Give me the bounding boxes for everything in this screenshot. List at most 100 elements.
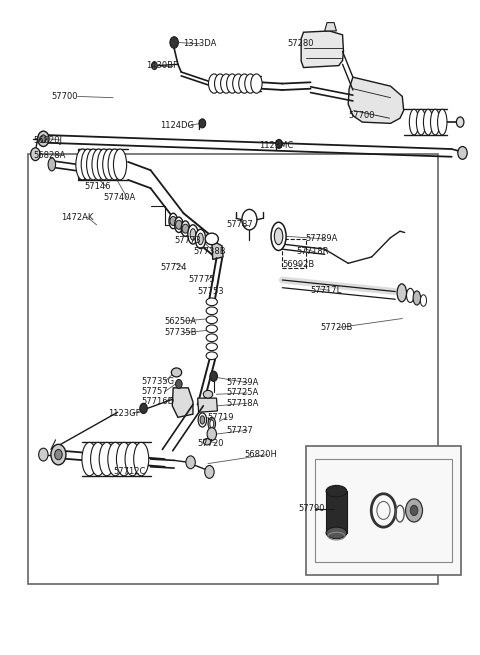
Ellipse shape	[275, 228, 283, 245]
Text: 56820J: 56820J	[33, 136, 62, 145]
Ellipse shape	[227, 74, 238, 93]
Text: 57790: 57790	[299, 504, 325, 513]
Bar	[315, 459, 452, 562]
Ellipse shape	[206, 307, 217, 314]
Circle shape	[176, 220, 182, 229]
Text: 57737: 57737	[226, 426, 252, 435]
Ellipse shape	[134, 442, 149, 476]
Circle shape	[199, 119, 205, 128]
Text: 57740A: 57740A	[104, 193, 136, 202]
Circle shape	[210, 371, 217, 381]
Text: 57280: 57280	[287, 39, 313, 48]
Ellipse shape	[91, 442, 106, 476]
Ellipse shape	[431, 109, 440, 135]
Text: 1124DG: 1124DG	[160, 121, 194, 130]
Text: 56250A: 56250A	[165, 316, 197, 326]
Ellipse shape	[103, 149, 116, 180]
Ellipse shape	[92, 149, 105, 180]
Circle shape	[276, 140, 282, 149]
Ellipse shape	[48, 158, 56, 171]
Text: 57720B: 57720B	[320, 323, 352, 332]
Circle shape	[176, 379, 182, 388]
Ellipse shape	[206, 298, 217, 306]
Bar	[78, 149, 86, 179]
Circle shape	[51, 444, 66, 465]
Bar	[28, 154, 438, 584]
Circle shape	[170, 37, 179, 48]
Ellipse shape	[326, 485, 347, 497]
Ellipse shape	[206, 325, 217, 333]
Bar	[306, 446, 461, 574]
Ellipse shape	[198, 233, 204, 245]
Ellipse shape	[171, 368, 181, 377]
Ellipse shape	[423, 109, 433, 135]
Circle shape	[152, 62, 157, 69]
Text: 57725A: 57725A	[226, 388, 258, 398]
Text: 57700: 57700	[348, 111, 375, 120]
Text: 57775: 57775	[188, 276, 215, 284]
Ellipse shape	[204, 439, 211, 445]
Text: 57716D: 57716D	[141, 398, 174, 407]
Circle shape	[458, 147, 467, 159]
Ellipse shape	[206, 352, 217, 360]
Ellipse shape	[190, 229, 196, 240]
Ellipse shape	[206, 343, 217, 350]
Circle shape	[456, 117, 464, 127]
Ellipse shape	[175, 217, 183, 233]
Text: 57753: 57753	[198, 287, 224, 296]
Circle shape	[31, 148, 40, 160]
Text: 56828A: 56828A	[33, 151, 65, 160]
Circle shape	[186, 456, 195, 469]
Ellipse shape	[409, 109, 419, 135]
Ellipse shape	[206, 334, 217, 342]
Ellipse shape	[117, 442, 132, 476]
Text: 57712C: 57712C	[113, 467, 145, 476]
Text: 57773: 57773	[174, 236, 201, 245]
Text: 57718R: 57718R	[297, 247, 329, 256]
Ellipse shape	[326, 527, 347, 538]
Circle shape	[38, 131, 49, 147]
Ellipse shape	[113, 149, 127, 180]
Text: 57719: 57719	[207, 413, 234, 422]
Ellipse shape	[210, 420, 214, 428]
Circle shape	[170, 216, 177, 225]
Ellipse shape	[188, 225, 198, 244]
Text: 57700: 57700	[52, 92, 78, 101]
Ellipse shape	[420, 295, 427, 307]
Ellipse shape	[271, 222, 286, 250]
Polygon shape	[324, 22, 336, 31]
Ellipse shape	[438, 109, 447, 135]
Text: 1123GF: 1123GF	[108, 409, 141, 418]
Circle shape	[204, 466, 214, 478]
Ellipse shape	[208, 74, 220, 93]
Circle shape	[39, 448, 48, 461]
Ellipse shape	[233, 74, 244, 93]
Text: 57757: 57757	[141, 387, 168, 396]
Text: 57735B: 57735B	[165, 328, 197, 337]
Polygon shape	[198, 398, 217, 412]
Ellipse shape	[407, 288, 414, 303]
Polygon shape	[301, 31, 344, 67]
Ellipse shape	[206, 316, 217, 324]
Ellipse shape	[125, 442, 140, 476]
Ellipse shape	[86, 149, 100, 180]
Ellipse shape	[251, 74, 262, 93]
Polygon shape	[212, 240, 223, 259]
Circle shape	[406, 499, 422, 522]
Ellipse shape	[221, 74, 232, 93]
Text: 57787: 57787	[226, 220, 252, 229]
Ellipse shape	[108, 442, 123, 476]
Text: 57789A: 57789A	[306, 234, 338, 244]
Ellipse shape	[413, 291, 420, 305]
Text: 56820H: 56820H	[245, 450, 277, 459]
Ellipse shape	[76, 149, 89, 180]
Ellipse shape	[245, 74, 256, 93]
Circle shape	[140, 403, 147, 413]
Ellipse shape	[195, 229, 205, 248]
Circle shape	[182, 224, 189, 233]
Ellipse shape	[208, 417, 216, 430]
Text: 57717L: 57717L	[311, 286, 342, 295]
Ellipse shape	[108, 149, 121, 180]
Circle shape	[410, 505, 418, 515]
Text: 56992B: 56992B	[282, 260, 314, 269]
